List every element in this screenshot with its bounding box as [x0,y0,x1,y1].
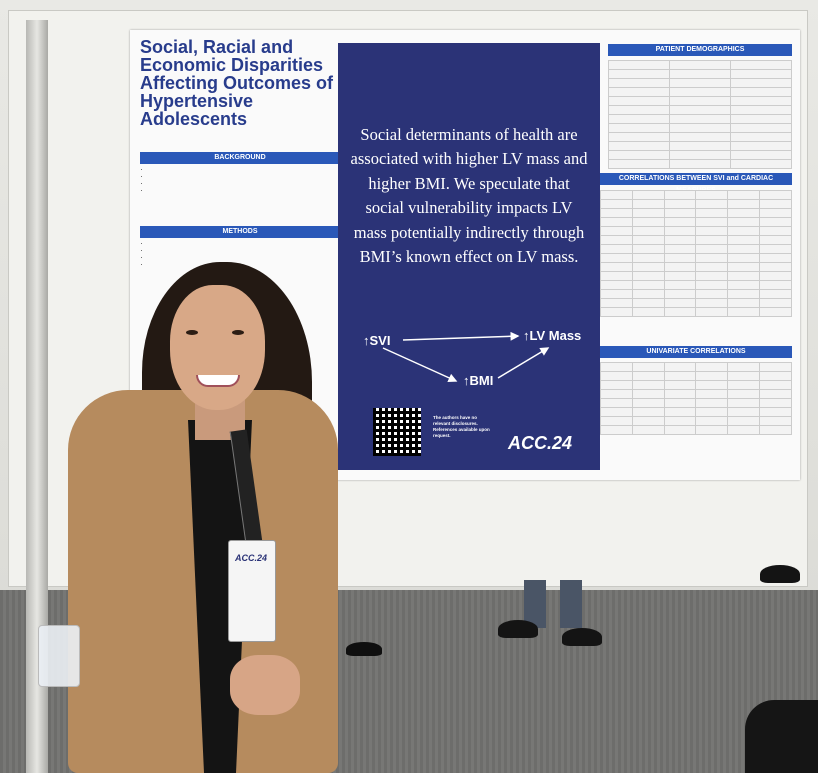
correlations-table [600,190,792,317]
svi-label: ↑SVI [363,333,391,348]
shoe [498,620,538,638]
shoe [562,628,602,646]
eye [232,330,244,335]
leg [524,580,546,628]
high-heel [346,642,382,656]
plastic-cup [38,625,80,687]
background-heading: BACKGROUND [140,152,340,164]
key-message: Social determinants of health are associ… [350,125,588,267]
diagram-arrows [382,331,550,383]
background-bullets [140,166,340,194]
demographics-heading: PATIENT DEMOGRAPHICS [608,44,792,56]
arrow-svi-to-bmi [382,347,458,383]
lv-mass-label: ↑LV Mass [523,328,582,343]
leg [560,580,582,628]
methods-heading: METHODS [140,226,340,238]
qr-code [373,408,421,456]
presenter-hands [230,655,300,715]
univariate-heading: UNIVARIATE CORRELATIONS [600,346,792,358]
shoe [760,565,800,583]
display-pole [26,20,48,773]
presenter-face [170,285,265,410]
acc-logo: ACC.24 [508,433,573,453]
bmi-label: ↑BMI [463,373,494,388]
poster-title: Social, Racial and Economic Disparities … [140,37,334,129]
arrow-svi-to-lvmass [402,331,520,341]
key-message-panel: Social determinants of health are associ… [338,43,600,470]
univariate-table [600,362,792,435]
correlations-heading: CORRELATIONS BETWEEN SVI and CARDIAC MEA… [600,173,792,194]
eye [186,330,198,335]
smile [196,375,240,387]
name-badge: ACC.24 [228,540,276,642]
background-person [498,580,603,646]
bag [745,700,818,773]
arrow-bmi-to-lvmass [497,347,550,379]
badge-logo: ACC.24 [235,553,268,563]
demographics-table [608,60,792,169]
disclosure-note: The authors have no relevant disclosures… [433,415,490,438]
